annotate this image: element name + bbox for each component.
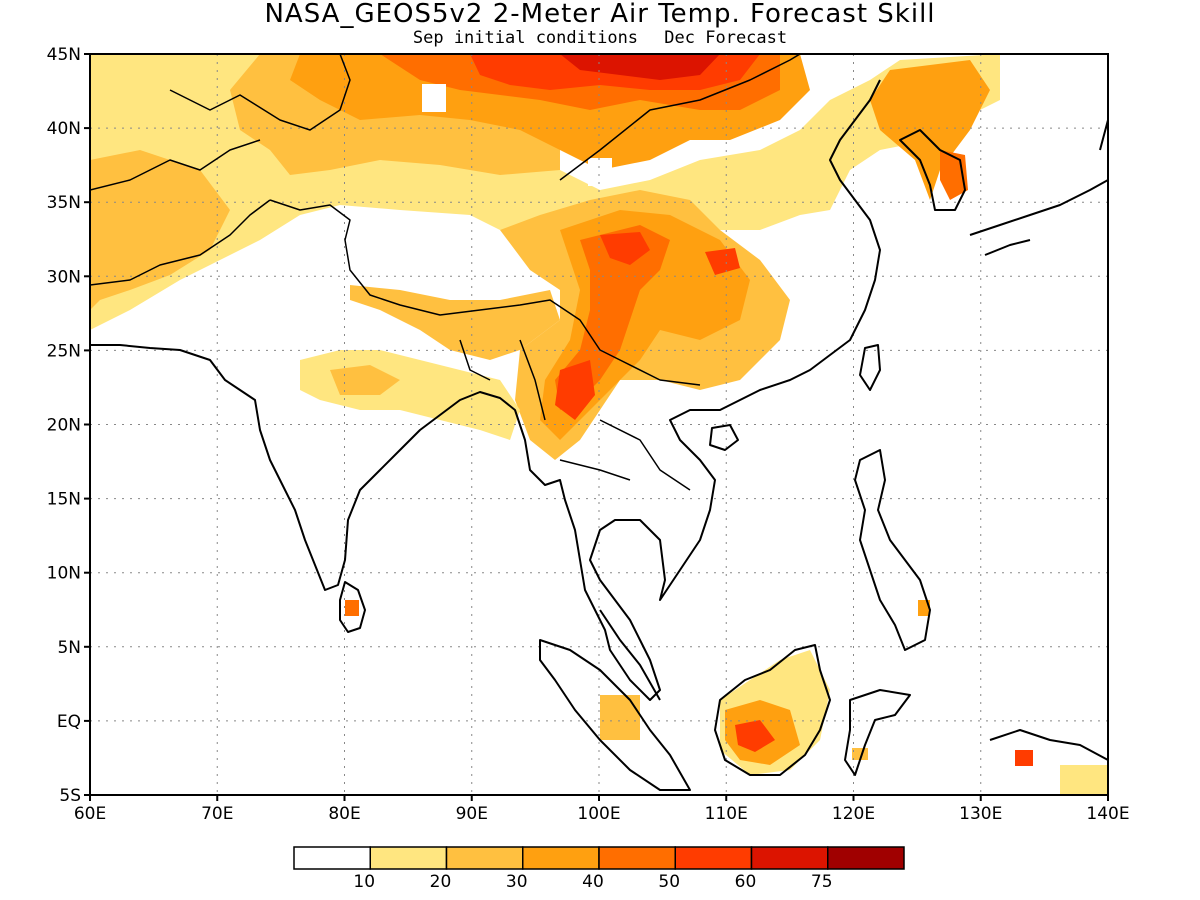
colorbar-swatch [598,846,676,870]
skill-region-myanmar-peak [555,360,595,420]
skill-region-ganges-orange [330,365,400,395]
lat-tick-label: 5N [57,638,81,658]
coastline-japan [969,119,1108,256]
colorbar-swatch [674,846,753,870]
coastline-sulawesi [844,689,911,776]
colorbar-level-label: 75 [811,872,833,892]
coastline-malaya [599,609,661,701]
lat-tick-label: EQ [57,712,81,732]
colorbar-level-label: 10 [353,872,375,892]
colorbar-swatch [750,846,829,870]
colorbar-level-label: 50 [658,872,680,892]
skill-gap-1 [422,84,446,112]
colorbar-swatch [827,846,905,870]
colorbar-swatch [522,846,600,870]
lat-tick-label: 5S [59,786,81,806]
coastline-hainan [709,424,739,451]
lon-axis: 60E 70E 80E 90E 100E 110E 120E 130E 140E [74,795,1130,824]
colorbar: 10 20 30 40 50 60 75 [293,846,905,892]
subtitle-initial-conditions: Sep initial conditions [412,28,639,48]
lon-tick-label: 100E [577,804,620,824]
coastline-new-guinea [989,729,1108,761]
lat-tick-label: 45N [47,45,81,65]
coastlines [90,54,1108,791]
skill-region-southwest-asia [90,150,230,310]
skill-region-borneo-peak [735,720,775,752]
lat-tick-label: 35N [47,193,81,213]
lon-tick-label: 110E [705,804,748,824]
skill-region-new-guinea [1015,750,1033,766]
coastline-taiwan [859,344,881,391]
lat-tick-label: 30N [47,267,81,287]
lon-tick-label: 140E [1086,804,1129,824]
skill-region-sri-lanka [345,600,359,616]
skill-region-hubei-peak [705,248,740,275]
skill-region-yunnan-peak [600,232,650,265]
coastline-sri-lanka [339,581,366,633]
coastline-sumatra [539,639,691,791]
lon-tick-label: 130E [959,804,1002,824]
colorbar-swatch [369,846,448,870]
colorbar-swatch [293,846,371,870]
subtitle-forecast-month: Dec Forecast [664,28,788,48]
lat-tick-label: 15N [47,490,81,510]
chart-subtitle: Sep initial conditions Dec Forecast [0,28,1200,48]
lat-tick-label: 40N [47,119,81,139]
lat-tick-label: 20N [47,416,81,436]
coastline-borneo [714,644,831,776]
skill-region-korea [870,60,990,200]
skill-region-himalaya [350,285,560,360]
skill-region-sumatra [600,695,640,740]
colorbar-level-label: 40 [582,872,604,892]
skill-gap-2 [588,158,612,186]
lat-tick-label: 10N [47,564,81,584]
lon-tick-label: 60E [74,804,106,824]
coastline-mainland [90,79,881,701]
lon-tick-label: 80E [328,804,360,824]
colorbar-level-label: 60 [735,872,757,892]
colorbar-level-label: 20 [430,872,452,892]
lon-tick-label: 90E [456,804,488,824]
lon-tick-label: 120E [832,804,875,824]
chart-title: NASA_GEOS5v2 2-Meter Air Temp. Forecast … [264,0,936,29]
border-lines [90,54,801,491]
lat-tick-label: 25N [47,341,81,361]
skill-region-png [1060,765,1108,795]
skill-region-mongolia-max [560,54,720,80]
colorbar-swatch [445,846,524,870]
lon-tick-label: 70E [201,804,233,824]
colorbar-level-label: 30 [506,872,528,892]
lat-axis: 45N 40N 35N 30N 25N 20N 15N 10N 5N EQ 5S [47,45,90,806]
skill-field [90,54,1108,795]
coastline-korea [899,129,966,211]
coastline-philippines [854,449,931,651]
